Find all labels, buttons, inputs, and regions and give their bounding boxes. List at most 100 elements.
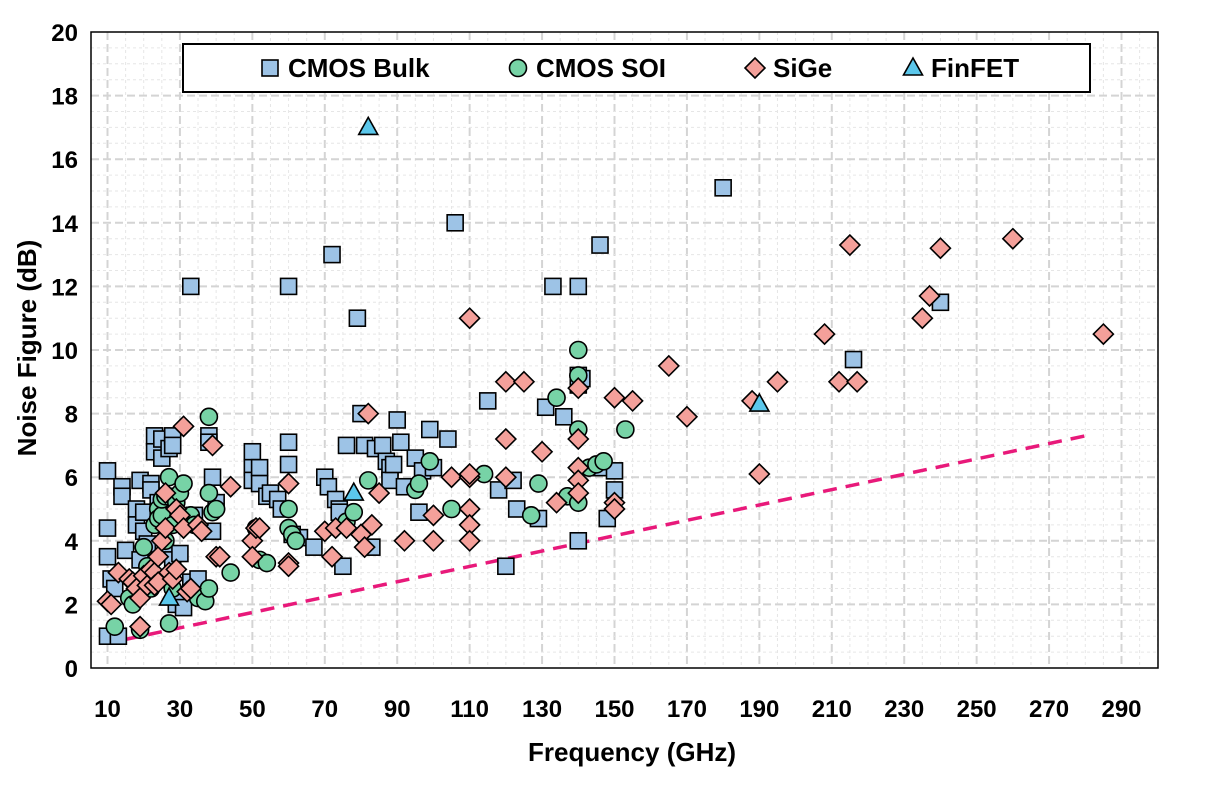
data-point-square [388,411,407,429]
data-point-square [98,519,117,537]
data-point-square [105,579,124,598]
data-point-diamond [458,462,481,486]
data-point-square [171,544,189,563]
data-point-diamond [567,427,590,451]
x-axis-title: Frequency (GHz) [528,737,736,767]
y-tick-label: 14 [51,211,78,238]
data-point-square [279,433,298,452]
data-point-triangle [748,392,771,412]
legend-marker-circle [508,58,528,78]
data-point-square [113,487,131,506]
x-tick-label: 110 [450,696,489,723]
x-tick-label: 230 [884,696,924,723]
data-point-square [478,392,497,410]
legend-marker-diamond [743,56,767,80]
y-tick-label: 0 [65,656,78,683]
data-point-diamond [353,536,376,559]
data-point-diamond [147,545,170,568]
data-point-diamond [494,466,517,489]
data-point-diamond [657,354,680,378]
data-point-square [98,547,117,566]
data-point-diamond [422,504,445,527]
data-point-square [544,277,562,296]
data-point-circle [221,563,240,582]
data-point-diamond [179,577,202,600]
legend-box [182,43,1091,93]
x-tick-label: 290 [1101,696,1141,723]
data-point-diamond [918,284,941,308]
legend: CMOS Bulk CMOS SOI SiGe FinFET [182,43,1091,93]
data-point-circle [358,471,378,490]
legend-label: FinFET [931,53,1019,83]
data-point-diamond [248,516,271,540]
data-point-square [384,455,403,474]
data-point-circle [616,420,635,439]
data-point-square [243,442,262,461]
y-tick-label: 8 [65,402,78,429]
data-point-square [497,557,515,576]
data-point-circle [174,474,193,493]
data-point-square [489,481,508,499]
data-point-diamond [838,233,862,257]
data-point-square [174,598,193,617]
legend-label: CMOS SOI [536,53,666,83]
data-point-diamond [154,481,177,505]
data-point-square [203,468,222,487]
x-tick-label: 90 [384,696,411,723]
data-point-square [381,471,399,490]
data-point-diamond [494,427,517,451]
grid [91,32,1159,668]
data-point-square [250,458,269,477]
data-point-square [181,277,200,296]
x-tick-label: 270 [1029,696,1069,723]
data-point-circle [529,474,548,493]
data-point-circle [409,474,429,493]
data-point-diamond [422,529,445,552]
data-point-square [334,557,352,576]
data-point-diamond [165,558,188,581]
data-point-circle [442,499,461,519]
data-point-diamond [545,491,568,514]
data-point-square [305,538,323,556]
y-tick-label: 10 [51,338,78,365]
data-point-diamond [241,545,264,568]
y-tick-label: 16 [51,147,78,174]
data-point-diamond [813,322,836,346]
data-point-square [323,245,341,264]
y-tick-label: 18 [51,84,78,111]
data-point-diamond [512,370,536,393]
y-tick-label: 4 [65,529,79,556]
data-point-square [439,430,457,448]
data-point-square [163,436,182,455]
series-triangle [158,115,771,606]
data-point-square [116,541,135,560]
data-point-square [554,407,573,426]
data-point-diamond [360,513,383,537]
x-tick-label: 130 [522,696,562,723]
data-point-square [844,350,863,369]
data-point-diamond [190,520,213,543]
x-tick-labels: 10 30 50 70 90 110 130 150 170 190 210 230 250 270 290 [94,696,1141,723]
data-point-diamond [172,415,195,438]
data-point-circle [286,531,306,551]
data-point-diamond [458,529,481,552]
y-axis-title: Noise Figure (dB) [12,240,42,457]
data-point-square [279,455,298,474]
data-point-diamond [530,440,554,463]
data-point-square [591,236,609,254]
data-point-circle [279,499,298,519]
data-point-square [348,309,367,328]
y-tick-labels: 0 2 4 6 8 10 12 14 16 18 20 [51,20,78,683]
data-point-circle [344,502,364,522]
legend-marker-triangle [902,56,924,76]
data-point-diamond [494,370,517,393]
x-tick-label: 70 [311,696,338,723]
data-point-circle [199,407,219,427]
data-point-diamond [567,481,590,505]
data-point-diamond [128,615,152,638]
data-point-triangle [342,481,365,501]
data-point-diamond [929,237,952,260]
data-point-circle [199,579,219,598]
data-point-diamond [277,472,300,495]
data-point-diamond [219,475,242,498]
